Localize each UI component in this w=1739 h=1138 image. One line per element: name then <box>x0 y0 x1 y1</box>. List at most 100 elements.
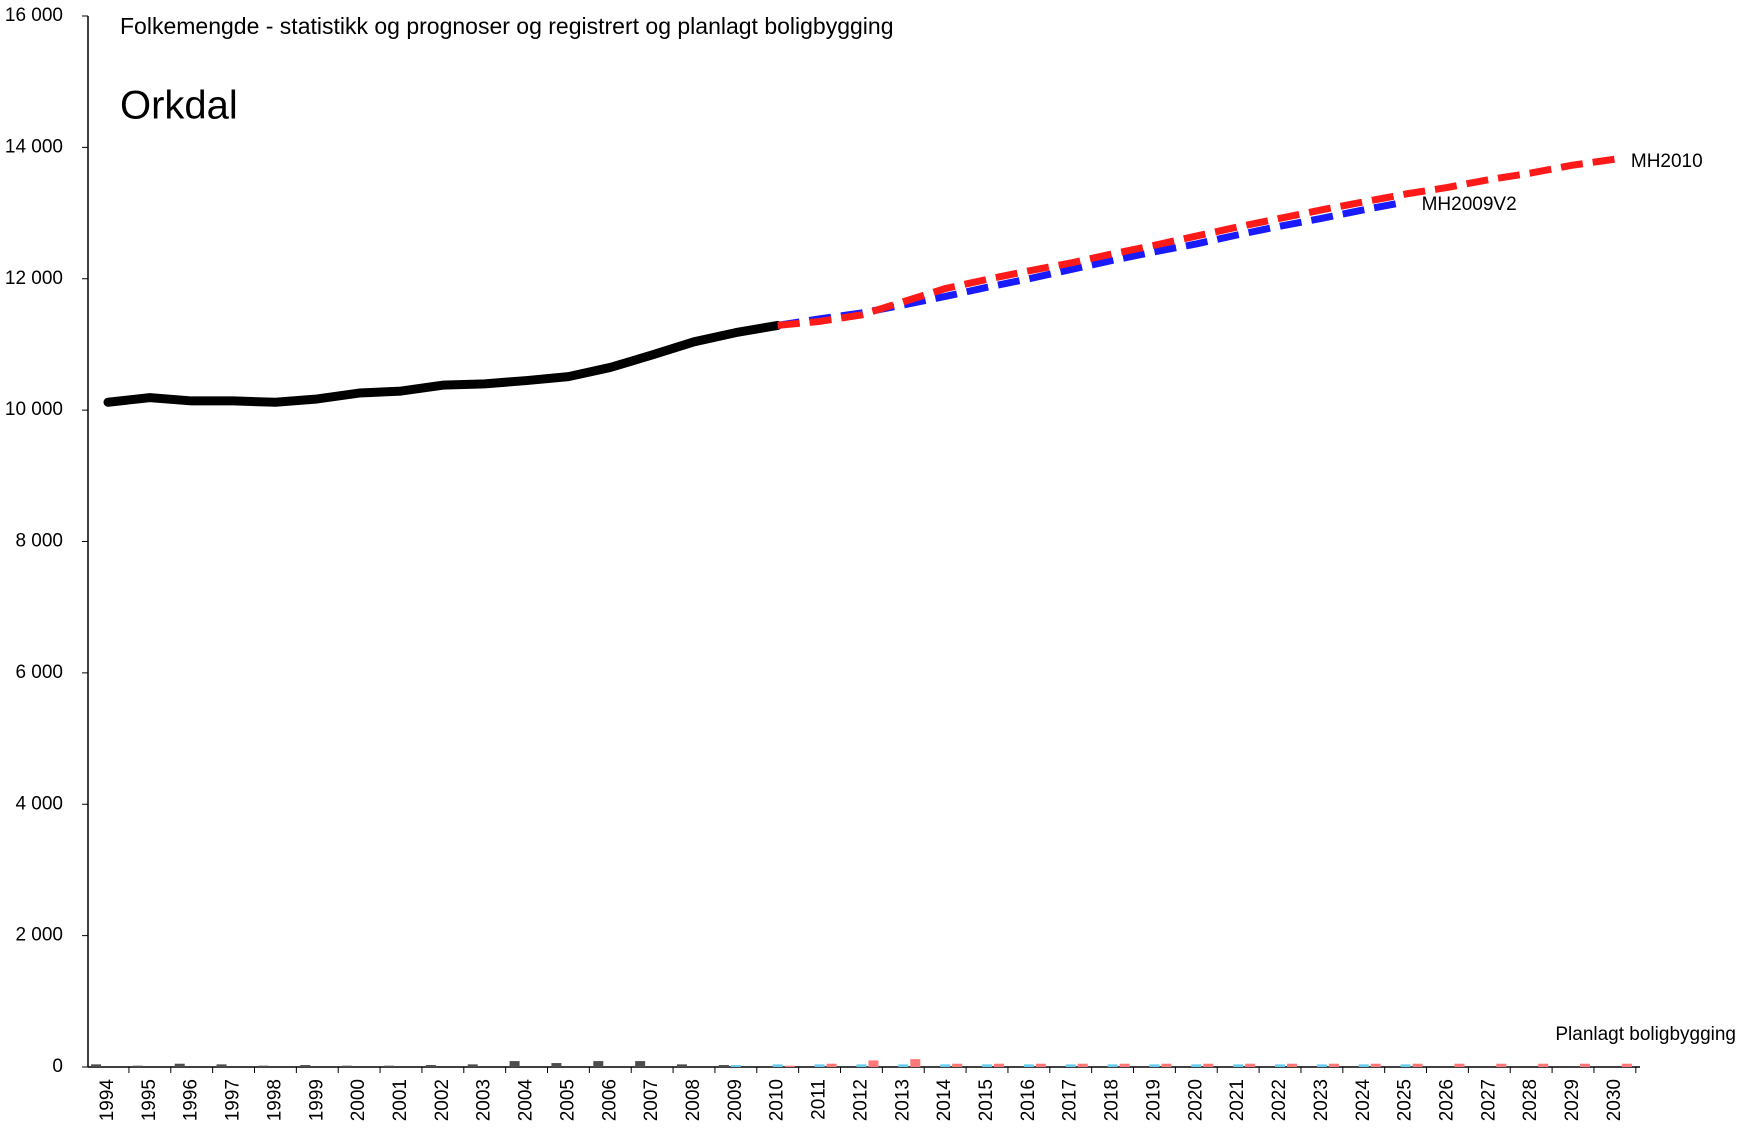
bar <box>868 1060 879 1067</box>
line <box>777 198 1407 329</box>
y-tick-label: 16 000 <box>5 5 63 26</box>
y-tick-label: 12 000 <box>5 268 63 289</box>
x-tick-label: 2027 <box>1478 1079 1499 1121</box>
x-tick-label: 2006 <box>599 1079 620 1121</box>
line <box>103 320 783 407</box>
x-tick-label: 2001 <box>390 1079 411 1121</box>
bar <box>1287 1063 1298 1067</box>
x-tick-label: 1994 <box>97 1079 118 1122</box>
bar <box>1316 1064 1327 1067</box>
x-tick-label: 2007 <box>641 1079 662 1121</box>
y-tick-label: 2 000 <box>15 925 63 946</box>
x-tick-label: 2026 <box>1436 1079 1457 1121</box>
bar <box>718 1065 729 1067</box>
bar <box>1370 1063 1381 1067</box>
bar <box>1538 1063 1549 1067</box>
x-tick-label: 2002 <box>432 1079 453 1121</box>
bar <box>677 1064 688 1067</box>
y-tick-label: 8 000 <box>15 531 63 552</box>
x-tick-label: 2008 <box>683 1079 704 1121</box>
bar <box>132 1065 143 1067</box>
x-tick-label: 2004 <box>516 1079 537 1122</box>
x-tick-label: 2016 <box>1018 1079 1039 1121</box>
bar <box>1400 1064 1411 1067</box>
x-tick-label: 1997 <box>223 1079 244 1121</box>
x-tick-label: 2012 <box>850 1079 871 1121</box>
x-tick-label: 2018 <box>1102 1079 1123 1121</box>
x-tick-label: 1998 <box>264 1079 285 1121</box>
bar <box>1191 1064 1202 1067</box>
bar <box>1245 1063 1256 1067</box>
bar <box>1149 1064 1160 1067</box>
bar <box>982 1064 993 1067</box>
x-tick-label: 2019 <box>1143 1079 1164 1121</box>
x-tick-label: 2003 <box>474 1079 495 1121</box>
x-tick-label: 2009 <box>725 1079 746 1121</box>
x-tick-label: 2023 <box>1311 1079 1332 1121</box>
x-tick-label: 2029 <box>1562 1079 1583 1121</box>
x-tick-label: 2010 <box>767 1079 788 1121</box>
chart-title: Folkemengde - statistikk og prognoser og… <box>120 13 894 39</box>
bar <box>784 1065 795 1067</box>
bar <box>1496 1063 1507 1067</box>
bar <box>467 1064 478 1067</box>
x-tick-label: 2015 <box>976 1079 997 1121</box>
y-tick-label: 14 000 <box>5 136 63 157</box>
bar <box>1580 1063 1591 1067</box>
x-tick-label: 2005 <box>557 1079 578 1121</box>
x-tick-label: 1999 <box>306 1079 327 1121</box>
bar <box>1023 1064 1034 1067</box>
chart-subtitle: Orkdal <box>120 84 238 128</box>
bar <box>216 1064 227 1067</box>
bar <box>856 1064 867 1067</box>
bar <box>258 1065 269 1067</box>
bar <box>826 1063 837 1067</box>
x-tick-label: 2020 <box>1185 1079 1206 1121</box>
bar <box>994 1063 1005 1067</box>
y-tick-label: 0 <box>52 1056 63 1077</box>
annotation: Planlagt boligbygging <box>1555 1024 1736 1045</box>
bar <box>1035 1063 1046 1067</box>
series-label: MH2010 <box>1631 151 1703 172</box>
bar <box>425 1065 436 1067</box>
bar <box>635 1061 646 1067</box>
x-tick-label: 2000 <box>348 1079 369 1121</box>
series-label: MH2009V2 <box>1422 194 1517 215</box>
x-tick-label: 2025 <box>1395 1079 1416 1121</box>
x-tick-label: 2021 <box>1227 1079 1248 1121</box>
bar <box>593 1061 604 1067</box>
bar <box>1621 1063 1632 1067</box>
bar <box>174 1063 185 1067</box>
bar <box>772 1064 783 1067</box>
bar <box>1203 1063 1214 1067</box>
bar <box>1328 1063 1339 1067</box>
bar <box>1358 1064 1369 1067</box>
x-tick-label: 2013 <box>892 1079 913 1121</box>
bar <box>300 1065 311 1067</box>
y-tick-label: 4 000 <box>15 793 63 814</box>
bar <box>384 1065 395 1067</box>
bar <box>1233 1064 1244 1067</box>
bar <box>551 1063 562 1067</box>
line <box>777 155 1616 329</box>
x-tick-label: 2022 <box>1269 1079 1290 1121</box>
bar <box>1275 1064 1286 1067</box>
bar <box>940 1064 951 1067</box>
bar <box>1077 1063 1088 1067</box>
x-tick-label: 2028 <box>1520 1079 1541 1121</box>
bar <box>898 1064 909 1067</box>
bar <box>730 1065 741 1067</box>
x-tick-label: 2014 <box>934 1079 955 1122</box>
bar <box>910 1059 921 1067</box>
x-tick-label: 2030 <box>1604 1079 1625 1121</box>
bar <box>952 1063 963 1067</box>
bar <box>91 1064 101 1067</box>
bar <box>1412 1063 1423 1067</box>
bar <box>1107 1064 1118 1067</box>
bar <box>1161 1063 1172 1067</box>
bar <box>1065 1064 1076 1067</box>
bar <box>814 1064 825 1067</box>
x-tick-label: 2017 <box>1060 1079 1081 1121</box>
x-tick-label: 2024 <box>1353 1079 1374 1122</box>
